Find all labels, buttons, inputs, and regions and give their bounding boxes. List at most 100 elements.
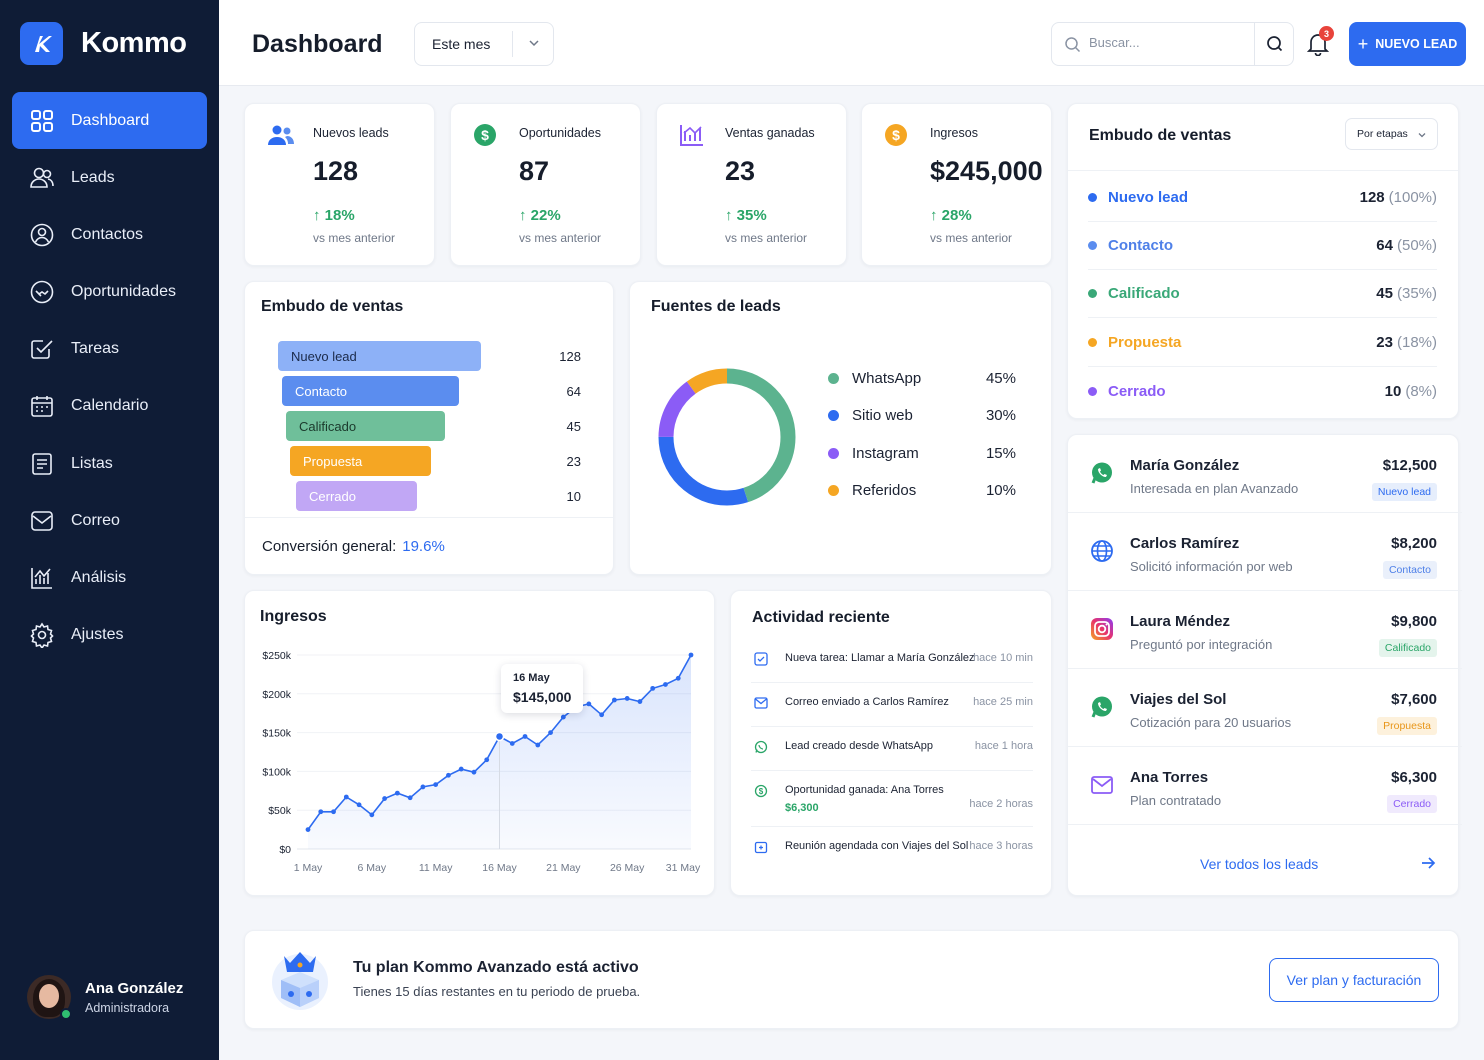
data-point[interactable] (446, 772, 451, 778)
handshake-icon (30, 280, 54, 304)
data-point[interactable] (420, 784, 426, 790)
data-point[interactable] (433, 782, 439, 787)
y-tick-label: $250k (262, 650, 291, 662)
view-all-leads-link[interactable]: Ver todos los leads (1068, 825, 1458, 895)
sidebar-item-correo[interactable]: Correo (12, 492, 207, 549)
funnel-summary-row[interactable]: Calificado 45 (35%) (1088, 270, 1437, 318)
period-select[interactable]: Este mes (414, 22, 554, 66)
search-box (1051, 22, 1294, 66)
user-profile[interactable]: Ana González Administradora (27, 975, 183, 1020)
funnel-value: 128 (559, 349, 581, 364)
lead-row[interactable]: Carlos Ramírez Solicitó información por … (1068, 513, 1462, 591)
kpi-label: Ventas ganadas (725, 126, 815, 140)
data-point[interactable] (548, 730, 553, 735)
activity-title: Actividad reciente (752, 609, 890, 626)
data-point[interactable] (484, 757, 490, 763)
activity-row[interactable]: Reunión agendada con Viajes del Sol hace… (751, 827, 1033, 871)
activity-row[interactable]: Lead creado desde WhatsApp hace 1 hora (751, 727, 1033, 771)
sidebar-item-contactos[interactable]: Contactos (12, 206, 207, 263)
funnel-stage-row[interactable]: Propuesta 23 (245, 446, 613, 476)
lead-row[interactable]: Viajes del Sol Cotización para 20 usuari… (1068, 669, 1462, 747)
data-point[interactable] (494, 731, 505, 742)
lead-row[interactable]: María González Interesada en plan Avanza… (1068, 435, 1462, 513)
data-point[interactable] (343, 794, 349, 800)
data-point[interactable] (305, 827, 311, 832)
legend-dot (828, 373, 839, 384)
data-point[interactable] (612, 697, 617, 703)
donut-slice-referidos[interactable] (658, 368, 796, 506)
search-button[interactable] (1254, 23, 1295, 65)
y-tick-label: $150k (262, 728, 291, 740)
funnel-summary-row[interactable]: Nuevo lead 128 (100%) (1088, 174, 1437, 222)
data-point[interactable] (382, 796, 387, 801)
data-point[interactable] (471, 769, 477, 775)
data-point[interactable] (675, 675, 681, 681)
funnel-stage-row[interactable]: Nuevo lead 128 (245, 341, 613, 371)
lead-amount: $6,300 (1391, 769, 1437, 786)
sidebar-item-dashboard[interactable]: Dashboard (12, 92, 207, 149)
period-select-value: Este mes (432, 36, 491, 52)
kpi-card-oportunidades: $ Oportunidades 87 ↑ 22% vs mes anterior (450, 103, 641, 266)
activity-row[interactable]: Nueva tarea: Llamar a María González hac… (751, 639, 1033, 683)
funnel-stage-row[interactable]: Contacto 64 (245, 376, 613, 406)
sidebar-item-calendario[interactable]: Calendario (12, 378, 207, 435)
data-point[interactable] (599, 712, 605, 718)
funnel-summary-row[interactable]: Cerrado 10 (8%) (1088, 367, 1437, 415)
sidebar-item-listas[interactable]: Listas (12, 435, 207, 492)
sidebar-item-leads[interactable]: Leads (12, 149, 207, 206)
sidebar-item-oportunidades[interactable]: Oportunidades (12, 264, 207, 321)
source-row: Sitio web 30% (828, 407, 1016, 424)
lead-row[interactable]: Ana Torres Plan contratado $6,300 Cerrad… (1068, 747, 1462, 825)
data-point[interactable] (509, 741, 515, 746)
recent-activity-card: Actividad reciente Nueva tarea: Llamar a… (730, 590, 1052, 896)
data-point[interactable] (560, 714, 566, 720)
lead-desc: Preguntó por integración (1130, 637, 1273, 652)
funnel-stage-row[interactable]: Calificado 45 (245, 411, 613, 441)
sidebar-item-ajustes[interactable]: Ajustes (12, 607, 207, 664)
data-point[interactable] (407, 795, 413, 801)
donut-slice-sitio-web[interactable] (658, 368, 796, 506)
funnel-summary-title: Embudo de ventas (1089, 127, 1232, 144)
sidebar-item-label: Tareas (71, 340, 120, 358)
view-plan-button[interactable]: Ver plan y facturación (1269, 958, 1439, 1002)
search-input[interactable] (1089, 35, 1239, 50)
data-point[interactable] (586, 701, 592, 707)
x-tick-label: 26 May (610, 862, 645, 874)
stage-count: 10 (1384, 382, 1402, 400)
topbar: Dashboard Este mes 3 + NUEVO LEAD (219, 0, 1484, 86)
sidebar-item-tareas[interactable]: Tareas (12, 321, 207, 378)
data-point[interactable] (356, 802, 362, 808)
data-point[interactable] (688, 652, 694, 658)
list-icon (32, 452, 52, 475)
data-point[interactable] (624, 696, 630, 701)
whatsapp-icon (754, 740, 768, 754)
data-point[interactable] (650, 685, 656, 691)
stage-pct: (8%) (1405, 382, 1437, 400)
lead-row[interactable]: Laura Méndez Preguntó por integración $9… (1068, 591, 1462, 669)
data-point[interactable] (394, 790, 400, 796)
y-tick-label: $200k (262, 689, 291, 701)
funnel-summary-row[interactable]: Contacto 64 (50%) (1088, 222, 1437, 270)
funnel-value: 10 (566, 489, 581, 504)
new-lead-button[interactable]: + NUEVO LEAD (1349, 22, 1466, 66)
kpi-change: ↑ 28% (930, 207, 972, 224)
funnel-stage-row[interactable]: Cerrado 10 (245, 481, 613, 511)
funnel-summary-row[interactable]: Propuesta 23 (18%) (1088, 319, 1437, 367)
activity-row[interactable]: Correo enviado a Carlos Ramírez hace 25 … (751, 683, 1033, 727)
data-point[interactable] (535, 742, 541, 748)
data-point[interactable] (318, 809, 324, 815)
activity-row[interactable]: $ Oportunidad ganada: Ana Torres $6,300 … (751, 771, 1033, 827)
svg-text:$: $ (759, 787, 764, 796)
sidebar-item-label: Correo (71, 511, 120, 529)
funnel-value: 23 (566, 454, 581, 469)
data-point[interactable] (637, 699, 643, 704)
sidebar-item-analisis[interactable]: Análisis (12, 550, 207, 607)
data-point[interactable] (458, 766, 464, 772)
funnel-filter-select[interactable]: Por etapas (1345, 118, 1438, 150)
data-point[interactable] (522, 734, 528, 739)
logo[interactable]: Kommo (20, 22, 187, 65)
data-point[interactable] (663, 682, 668, 687)
stage-pct: (100%) (1388, 189, 1437, 206)
data-point[interactable] (331, 809, 336, 815)
data-point[interactable] (369, 812, 375, 818)
